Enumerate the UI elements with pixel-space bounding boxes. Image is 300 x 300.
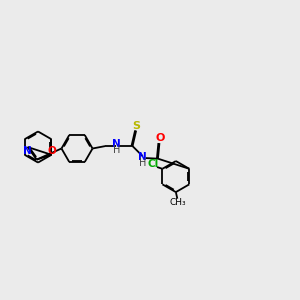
Text: N: N xyxy=(112,139,121,149)
Text: O: O xyxy=(155,134,164,143)
Text: S: S xyxy=(132,121,140,131)
Text: N: N xyxy=(138,152,147,163)
Text: H: H xyxy=(113,145,120,155)
Text: CH₃: CH₃ xyxy=(169,198,186,207)
Text: Cl: Cl xyxy=(148,159,159,169)
Text: O: O xyxy=(47,146,56,156)
Text: H: H xyxy=(139,158,146,168)
Text: N: N xyxy=(22,146,32,157)
